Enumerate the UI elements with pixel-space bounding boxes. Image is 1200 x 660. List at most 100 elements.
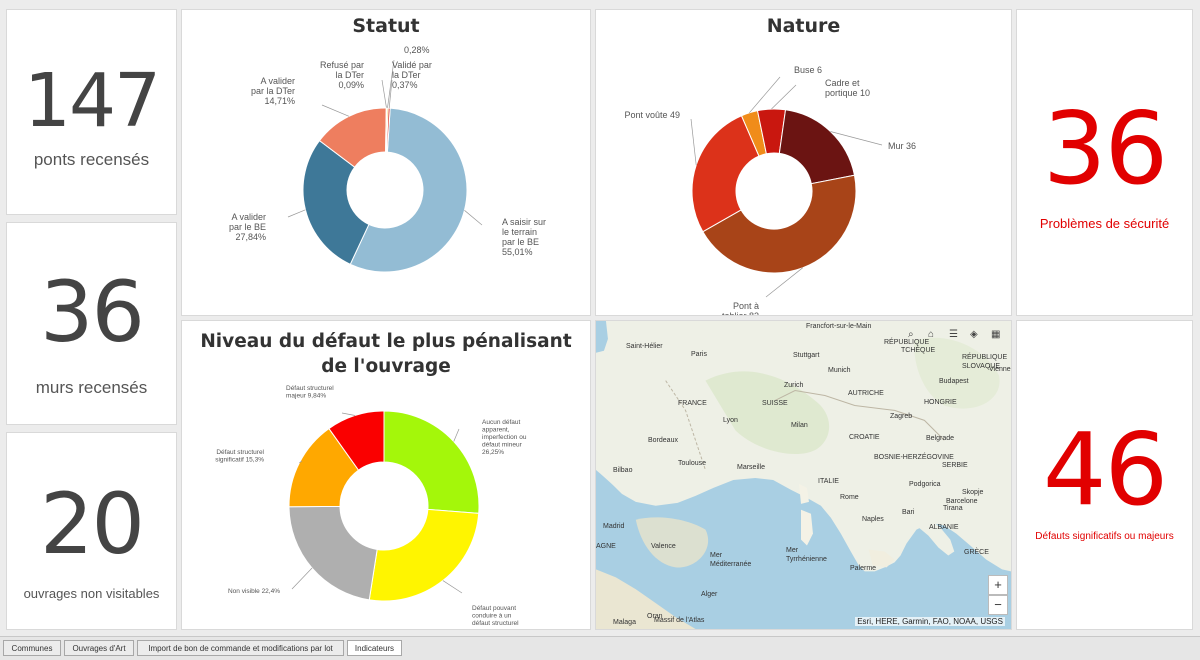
donut-slice[interactable]	[349, 107, 468, 273]
list-icon[interactable]: ☰	[949, 329, 958, 340]
donut-slice[interactable]	[368, 508, 480, 602]
map-card[interactable]: Saint-Hélier Paris Stuttgart Munich RÉPUBLIQ…	[595, 320, 1012, 630]
label-leader-line	[830, 131, 883, 146]
label-leader-line	[442, 580, 463, 594]
kpi-card-non-visitables: 20 ouvrages non visitables	[6, 432, 177, 630]
layers-icon[interactable]: ◈	[970, 329, 978, 340]
label-leader-line	[749, 76, 781, 114]
kpi-card-defauts: 46 Défauts significatifs ou majeurs	[1016, 320, 1193, 630]
map-place-label: Budapest	[939, 378, 969, 385]
slice-label: Aucun défaut apparent, imperfection ou défa…	[482, 419, 527, 456]
map-place-label: Malaga	[613, 619, 636, 626]
map-place-label: CROATIE	[849, 434, 880, 441]
chart-title: Nature	[766, 15, 841, 37]
label-leader-line	[291, 567, 313, 590]
map-place-label: RÉPUBLIQUE	[884, 339, 930, 346]
donut-slice[interactable]	[302, 139, 370, 265]
chart-card-nature: Nature Buse 6 Cadre et portique 10 Mur 36 Po…	[595, 9, 1012, 316]
label-leader-line	[341, 412, 356, 416]
map-basemap[interactable]	[596, 321, 1011, 629]
donut-slice[interactable]	[385, 107, 391, 153]
donut-slice[interactable]	[702, 174, 857, 274]
label-leader-line	[287, 209, 306, 218]
map-place-label: Mer	[710, 552, 723, 559]
zoom-in-button[interactable]: +	[988, 575, 1008, 595]
map-place-label: Paris	[691, 351, 707, 358]
map-place-label: Bari	[902, 509, 915, 516]
label-leader-line	[388, 79, 393, 109]
map-place-label: AUTRICHE	[848, 390, 884, 397]
kpi-value: 147	[23, 58, 161, 144]
map-place-label: Oran	[647, 613, 663, 620]
label-leader-line	[321, 104, 350, 117]
donut-slice[interactable]	[691, 115, 760, 233]
map-place-label: Belgrade	[926, 435, 955, 442]
slice-label: Cadre et portique 10	[825, 78, 870, 98]
map-place-label: HONGRIE	[924, 399, 957, 406]
slice-label: Mur 36	[888, 141, 916, 151]
map-place-label: RÉPUBLIQUE	[962, 354, 1008, 361]
map-place-label: FRANCE	[678, 400, 707, 407]
donut-slice[interactable]	[328, 410, 385, 471]
zoom-out-button[interactable]: −	[988, 595, 1008, 615]
map-place-label: Alger	[701, 591, 718, 598]
slice-label: Défaut pouvant conduire à un défaut struct…	[472, 605, 519, 627]
map-place-label: Bordeaux	[648, 437, 678, 444]
map-place-label: Palerme	[850, 565, 877, 572]
map-place-label: Mer	[786, 547, 799, 554]
slice-label: Buse 6	[794, 65, 822, 75]
slice-label: Validé par la DTer 0,37%	[392, 60, 432, 90]
map-place-label: Marseille	[737, 464, 766, 471]
map-place-label: Tirana	[943, 505, 963, 512]
map-place-label: Toulouse	[678, 460, 707, 467]
kpi-value: 36	[1042, 90, 1168, 207]
map-place-label: GRÈCE	[964, 549, 989, 556]
slice-label: Défaut structurel significatif 15,3%	[215, 449, 264, 464]
map-place-label: Rome	[840, 494, 859, 501]
donut-slice[interactable]	[383, 410, 480, 514]
defaut-donut-chart: Aucun défaut apparent, imperfection ou défa…	[215, 385, 527, 627]
tab-communes[interactable]: Communes	[3, 640, 61, 656]
slice-label: A valider par la DTer 14,71%	[251, 76, 295, 106]
label-leader-line	[771, 84, 797, 110]
chart-card-statut: Statut A saisir sur le terrain par le BE 55…	[181, 9, 591, 316]
map-place-label: Barcelone	[946, 498, 978, 505]
map-place-label: Skopje	[962, 489, 984, 496]
slice-label: Défaut structurel majeur 9,84%	[286, 385, 334, 400]
tab-ouvrages-d-art[interactable]: Ouvrages d'Art	[64, 640, 134, 656]
map-place-label: ITALIE	[818, 478, 839, 485]
map-place-label: Zagreb	[890, 413, 913, 420]
label-leader-line	[381, 79, 387, 109]
map-place-label: Tyrrhénienne	[786, 556, 827, 563]
map-place-label: Francfort-sur-le-Main	[806, 323, 872, 330]
slice-label: Refusé par la DTer 0,09%	[320, 60, 364, 90]
slice-label: Non visible 22,4%	[228, 588, 280, 595]
kpi-label: Problèmes de sécurité	[1039, 216, 1170, 231]
label-leader-line	[453, 428, 460, 442]
map-place-label: Milan	[791, 422, 808, 429]
tab-indicateurs[interactable]: Indicateurs	[347, 640, 402, 656]
chart-card-defaut: Niveau du défaut le plus pénalisant de l…	[181, 320, 591, 630]
home-icon[interactable]: ⌂	[928, 329, 935, 340]
kpi-card-ponts: 147 ponts recensés	[6, 9, 177, 215]
basemap-gallery-icon[interactable]: ▦	[991, 329, 1001, 340]
kpi-value: 20	[40, 475, 145, 573]
map-place-label: Méditerranée	[710, 561, 752, 568]
statut-donut-chart: A saisir sur le terrain par le BE 55,01% A v…	[229, 45, 546, 273]
slice-label: Pont voûte 49	[624, 110, 680, 120]
label-leader-line	[464, 210, 483, 226]
kpi-label: ouvrages non visitables	[23, 586, 160, 601]
slice-label: A saisir sur le terrain par le BE 55,01%	[502, 217, 546, 257]
label-leader-line	[299, 460, 303, 464]
map-place-label: SLOVAQUE	[962, 363, 1000, 370]
map-place-label: Vienne	[989, 366, 1011, 373]
tab-import-bon-de-commande[interactable]: Import de bon de commande et modificatio…	[137, 640, 344, 656]
map-place-label: Massif de l'Atlas	[654, 617, 705, 624]
donut-slice[interactable]	[778, 109, 856, 185]
map-place-label: Munich	[828, 367, 851, 374]
kpi-label: ponts recensés	[33, 150, 150, 169]
search-icon[interactable]: ⌕	[908, 329, 914, 340]
map-place-label: SERBIE	[942, 462, 968, 469]
donut-slice[interactable]	[288, 505, 378, 601]
map-place-label: BOSNIE-HERZÉGOVINE	[874, 454, 954, 461]
